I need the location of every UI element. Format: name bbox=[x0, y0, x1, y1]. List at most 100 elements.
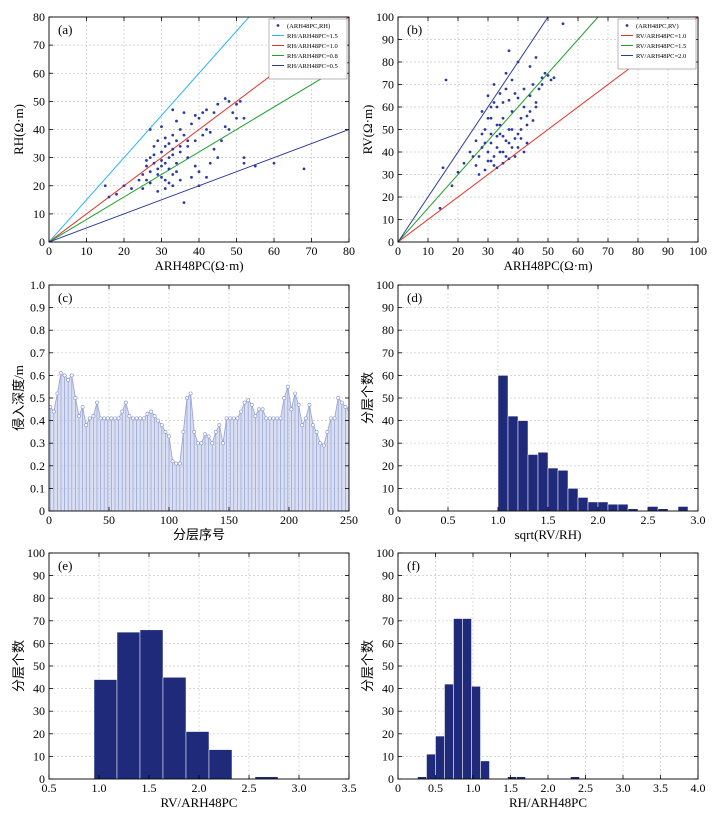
scatter-point bbox=[212, 147, 216, 151]
legend-entry: RH/ARH48PC=0.5 bbox=[287, 63, 338, 70]
stem-marker bbox=[192, 429, 197, 434]
histogram-bar bbox=[162, 677, 187, 779]
y-tick-label: 40 bbox=[33, 123, 45, 137]
x-tick-label: 0 bbox=[46, 513, 52, 527]
legend-entry: (ARH48PC,RH) bbox=[287, 23, 330, 30]
x-tick-label: 70 bbox=[602, 244, 614, 258]
scatter-point bbox=[456, 170, 460, 174]
legend-box bbox=[617, 18, 697, 70]
scatter-point bbox=[193, 164, 197, 168]
scatter-point bbox=[525, 123, 529, 127]
stem-marker bbox=[293, 391, 297, 396]
scatter-point bbox=[489, 132, 493, 136]
scatter-point bbox=[492, 164, 496, 167]
stem-marker bbox=[167, 434, 171, 439]
x-tick-label: 1.0 bbox=[92, 781, 107, 795]
ratio-line bbox=[398, 17, 549, 242]
scatter-point bbox=[510, 146, 514, 149]
y-tick-label: 10 bbox=[33, 749, 45, 763]
y-tick-label: 10 bbox=[33, 207, 45, 221]
scatter-point bbox=[171, 108, 175, 112]
scatter-point bbox=[148, 170, 152, 174]
x-tick-label: 2.0 bbox=[541, 781, 556, 795]
scatter-point bbox=[145, 178, 148, 182]
y-tick-label: 40 bbox=[382, 682, 394, 696]
scatter-point bbox=[163, 161, 167, 165]
y-tick-label: 60 bbox=[382, 636, 394, 650]
histogram-bar bbox=[497, 375, 509, 511]
scatter-point bbox=[549, 78, 553, 82]
x-tick-label: 60 bbox=[268, 244, 280, 258]
scatter-point bbox=[462, 161, 466, 165]
scatter-point bbox=[504, 87, 508, 91]
histogram-bar bbox=[93, 679, 118, 779]
legend: (ARH48PC,RH) RH/ARH48PC=1.5 RH/ARH48PC=1.0… bbox=[268, 18, 348, 80]
x-tick-label: 50 bbox=[542, 244, 554, 258]
stem-marker bbox=[325, 429, 330, 434]
x-axis-label: ARH48PC(Ω·m) bbox=[503, 258, 592, 273]
stem-marker bbox=[62, 373, 67, 378]
y-tick-label: 50 bbox=[33, 659, 45, 673]
histogram-bar bbox=[617, 503, 629, 511]
stem-marker bbox=[69, 373, 74, 378]
stem-marker bbox=[105, 416, 110, 421]
histogram-bar bbox=[471, 686, 481, 779]
stem-marker bbox=[242, 400, 247, 405]
stem-marker bbox=[174, 461, 179, 466]
scatter-point bbox=[522, 105, 526, 109]
histogram-bar bbox=[116, 631, 141, 779]
scatter-point bbox=[145, 164, 148, 168]
histogram-bar bbox=[677, 506, 689, 511]
histogram-bar bbox=[587, 501, 599, 511]
stem-marker bbox=[199, 441, 204, 446]
x-tick-label: 50 bbox=[103, 513, 115, 527]
x-tick-label: 0.5 bbox=[441, 513, 456, 527]
y-tick-label: 90 bbox=[382, 33, 394, 47]
scatter-point bbox=[156, 167, 160, 171]
scatter-point bbox=[141, 187, 145, 190]
legend-marker bbox=[625, 24, 629, 27]
x-tick-label: 30 bbox=[156, 244, 168, 258]
stem-marker bbox=[66, 378, 71, 382]
stem-marker bbox=[239, 409, 243, 414]
y-tick-label: 0 bbox=[388, 772, 394, 786]
scatter-point bbox=[163, 136, 167, 140]
y-tick-label: 60 bbox=[33, 66, 45, 80]
x-tick-label: 0 bbox=[46, 244, 52, 258]
scatter-point bbox=[510, 78, 514, 82]
x-axis-label: 分层序号 bbox=[173, 527, 225, 542]
histogram-bar bbox=[426, 753, 436, 779]
stem-marker bbox=[84, 423, 89, 428]
scatter-point bbox=[171, 184, 175, 188]
stem-marker bbox=[51, 409, 56, 414]
scatter-point bbox=[519, 137, 523, 140]
scatter-point bbox=[107, 195, 111, 199]
scatter-point bbox=[156, 173, 160, 176]
y-tick-label: 60 bbox=[382, 368, 394, 382]
chart-b: 0 10 20 30 40 50 60 70 80 90 100 0 10 20 30 40 50 60 70 80 9… bbox=[360, 10, 707, 273]
y-tick-label: 0 bbox=[388, 235, 394, 249]
y-tick-label: 90 bbox=[33, 569, 45, 583]
scatter-point bbox=[235, 116, 238, 120]
scatter-point bbox=[186, 139, 190, 143]
stem-marker bbox=[116, 416, 121, 421]
y-axis-label: 分层个数 bbox=[360, 640, 375, 692]
scatter-point bbox=[561, 22, 565, 26]
scatter-point bbox=[171, 147, 175, 151]
scatter-point bbox=[216, 102, 220, 106]
legend: (ARH48PC,RV) RV/ARH48PC=1.0 RV/ARH48PC=1.5… bbox=[617, 18, 697, 70]
y-tick-label: 10 bbox=[382, 213, 394, 227]
scatter-point bbox=[495, 105, 499, 109]
scatter-point bbox=[534, 56, 538, 59]
histogram-bar bbox=[185, 731, 210, 779]
data-layer bbox=[497, 375, 689, 511]
stem-marker bbox=[156, 418, 161, 423]
scatter-point bbox=[227, 128, 231, 131]
scatter-point bbox=[178, 128, 182, 131]
scatter-point bbox=[148, 181, 152, 185]
y-tick-label: 80 bbox=[33, 591, 45, 605]
stem-marker bbox=[260, 407, 265, 412]
scatter-point bbox=[540, 83, 544, 86]
stem-marker bbox=[253, 414, 258, 418]
scatter-point bbox=[201, 133, 205, 137]
